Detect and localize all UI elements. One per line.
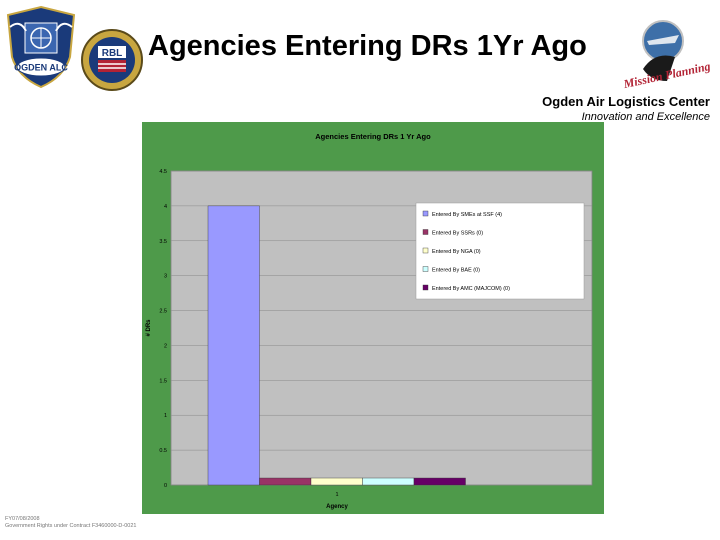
legend-swatch: [422, 284, 429, 291]
bar-series-2: [259, 477, 312, 486]
legend-label: Entered By BAE (0): [432, 268, 480, 274]
rbl-seal-logo: RBL: [80, 24, 144, 104]
slide-title: Agencies Entering DRs 1Yr Ago: [148, 30, 587, 62]
legend-label: Entered By SSRs (0): [432, 231, 483, 237]
y-tick-label: 3: [164, 274, 167, 280]
bars: [207, 205, 466, 486]
legend-swatch: [422, 266, 429, 272]
legend: Entered By SMEs at SSF (4) Entered By SSR…: [415, 202, 585, 300]
mission-planning-logo: Mission Planning: [615, 15, 715, 93]
y-tick-label: 2: [164, 343, 167, 349]
bar-series-5: [413, 477, 466, 486]
y-tick-label: 2.5: [159, 309, 167, 315]
tagline: Innovation and Excellence: [581, 111, 710, 123]
y-tick-label: 0: [164, 483, 167, 489]
footer-note: FY07/08/2008 Government Rights under Con…: [5, 516, 136, 530]
ogden-alc-logo: OGDEN ALC: [4, 5, 78, 91]
legend-box: [415, 202, 585, 300]
bar-series-1: [207, 205, 260, 486]
y-tick-label: 3.5: [159, 239, 167, 245]
y-tick-label: 1: [164, 413, 167, 419]
y-tick-label: 1.5: [159, 378, 167, 384]
legend-label: Entered By SMEs at SSF (4): [432, 212, 502, 218]
y-tick-label: 4.5: [159, 169, 167, 175]
center-logo-text: RBL: [102, 48, 123, 59]
bar-chart: Agencies Entering DRs 1 Yr Ago 0 0.5 1 1.5 2…: [146, 132, 593, 510]
legend-swatch: [422, 210, 429, 217]
y-tick-label: 0.5: [159, 448, 167, 454]
bar-series-4: [362, 477, 415, 486]
legend-label: Entered By AMC (MAJCOM) (0): [432, 286, 510, 292]
footer-line-1: FY07/08/2008: [5, 516, 40, 522]
chart-title: Agencies Entering DRs 1 Yr Ago: [315, 132, 431, 141]
bar-series-3: [310, 477, 363, 486]
footer-line-2: Government Rights under Contract F346000…: [5, 523, 137, 529]
x-axis-label: Agency: [326, 504, 348, 510]
y-tick-labels: 0 0.5 1 1.5 2 2.5 3 3.5 4 4.5: [159, 169, 167, 489]
legend-swatch: [422, 229, 429, 235]
left-logo-text: OGDEN ALC: [14, 63, 68, 73]
x-tick-label: 1: [335, 492, 338, 498]
chart-panel: Agencies Entering DRs 1 Yr Ago 0 0.5 1 1.5 2…: [142, 122, 604, 514]
legend-swatch: [422, 247, 429, 254]
center-name: Ogden Air Logistics Center: [542, 94, 710, 109]
legend-label: Entered By NGA (0): [432, 249, 481, 255]
y-axis-label: # DRs: [146, 319, 152, 337]
y-tick-label: 4: [164, 204, 167, 210]
